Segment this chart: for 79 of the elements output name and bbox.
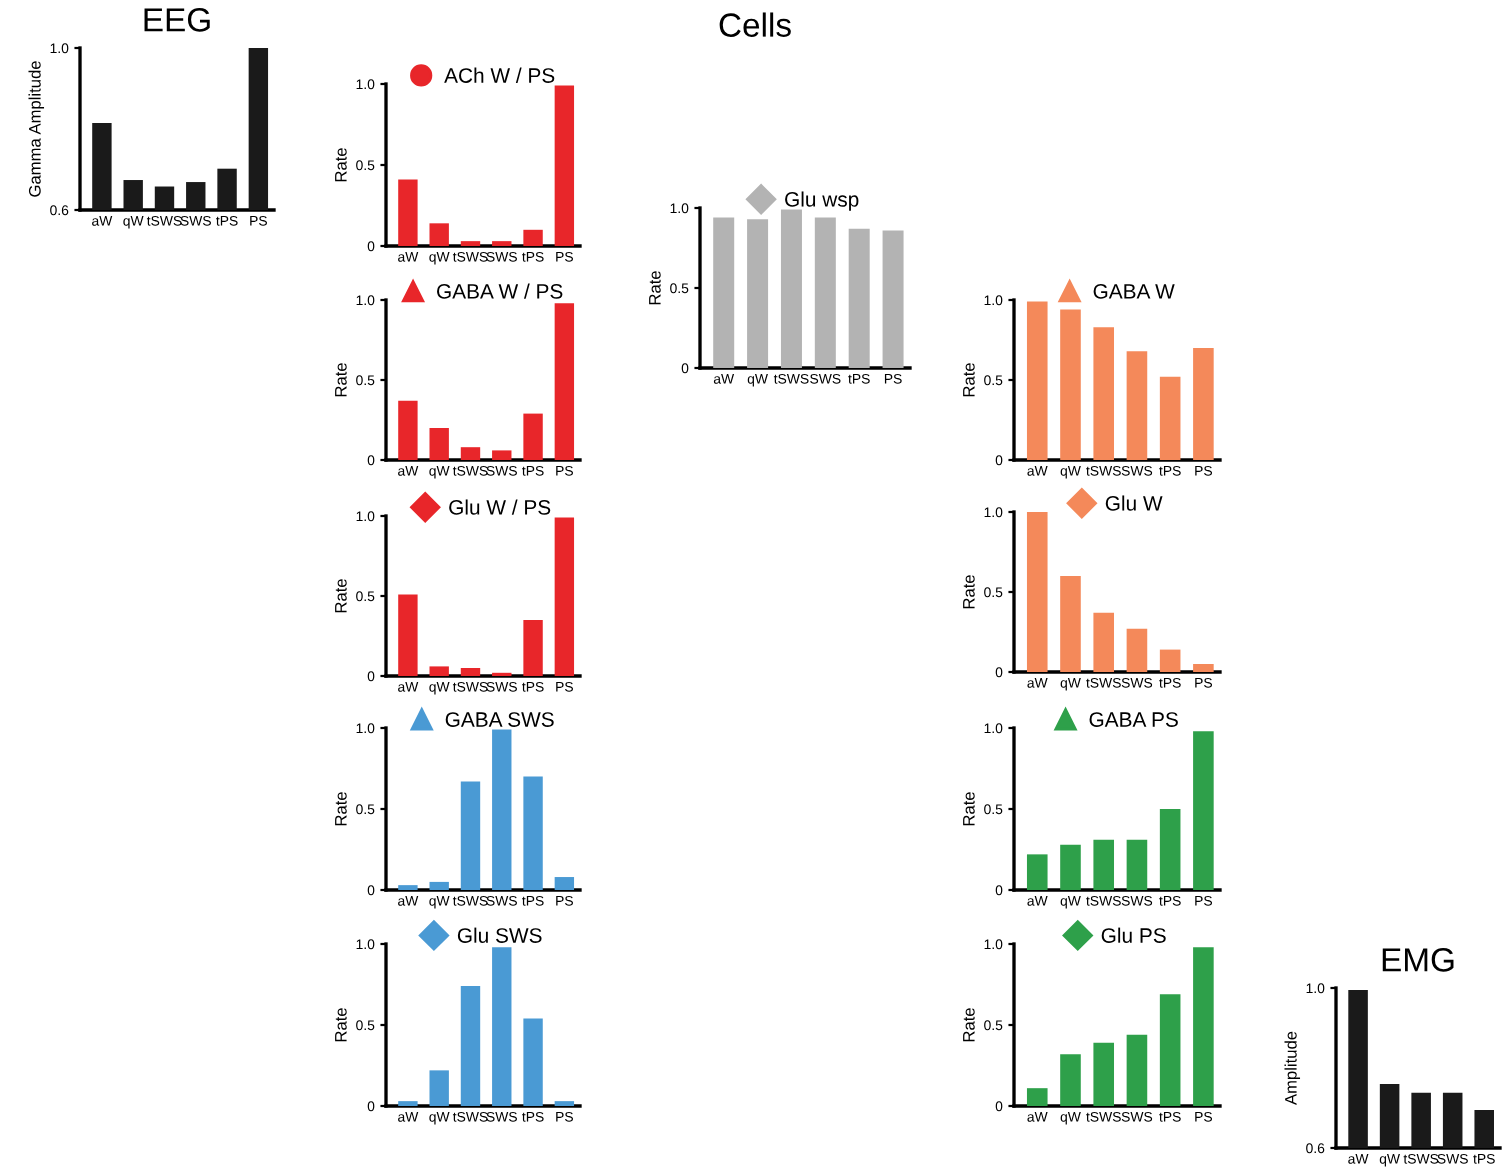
bar (1093, 1042, 1115, 1106)
bar (1159, 809, 1181, 890)
bar (429, 223, 449, 246)
bar (1093, 327, 1115, 460)
bar (492, 450, 512, 460)
bar (1060, 844, 1081, 890)
bar (554, 85, 575, 246)
bar (523, 776, 543, 890)
bar (1126, 839, 1148, 890)
bar (523, 413, 543, 460)
bar (1093, 612, 1115, 672)
bar (1060, 309, 1081, 460)
bar (713, 217, 735, 368)
y-axis-title: Amplitude (1284, 1031, 1301, 1106)
y-axis-title: Gamma Amplitude (28, 61, 45, 197)
bar (523, 1018, 543, 1106)
bar (398, 594, 418, 676)
legend-label: GABA SWS (445, 712, 554, 727)
bar (398, 179, 418, 246)
bar (1193, 348, 1214, 460)
y-axis-title: Rate (963, 363, 975, 397)
legend-label: Glu W / PS (449, 499, 551, 515)
bar (554, 877, 575, 890)
bar (814, 217, 836, 368)
bar (1193, 947, 1214, 1106)
y-axis-title: Rate (649, 271, 661, 305)
bar (492, 947, 512, 1106)
bar (882, 230, 904, 368)
text: Cells (719, 12, 791, 37)
legend-label: Glu W (1105, 495, 1163, 511)
bar (848, 228, 870, 368)
bar (429, 1070, 449, 1106)
y-axis-title: Rate (335, 579, 347, 613)
bar (1193, 664, 1214, 672)
legend-label: Glu PS (1101, 927, 1166, 943)
y-axis-title: Rate (335, 148, 347, 182)
bar (460, 447, 481, 460)
bar (1126, 1034, 1148, 1106)
bar (747, 219, 769, 368)
y-axis-title: Rate (335, 1008, 347, 1042)
bar (1026, 854, 1048, 890)
bar (1060, 576, 1081, 672)
legend-label: GABA W / PS (437, 283, 563, 299)
bar (1159, 649, 1181, 672)
bar (1193, 731, 1214, 890)
bar (554, 303, 575, 460)
chart-title: EMG (1382, 948, 1454, 972)
bar (1026, 1088, 1048, 1106)
bar (460, 986, 481, 1106)
bar (398, 400, 418, 460)
bar (1159, 376, 1181, 460)
bar (429, 881, 449, 890)
y-axis-title: Rate (335, 792, 347, 826)
bar (429, 666, 449, 676)
legend-label: ACh W / PS (444, 67, 555, 83)
legend-label: GABA W (1093, 284, 1175, 299)
bar (492, 729, 512, 890)
bar (460, 781, 481, 890)
bar (523, 620, 543, 676)
bar (780, 209, 802, 368)
bar (460, 668, 481, 676)
bar (1093, 839, 1115, 890)
bar (523, 229, 543, 246)
y-axis-title: Rate (963, 792, 975, 826)
bar (429, 428, 449, 460)
bar (554, 517, 575, 676)
legend-label: Glu wsp (785, 191, 859, 211)
legend-label: GABA PS (1089, 712, 1178, 727)
bar (1026, 512, 1048, 672)
chart-title: EEG (144, 8, 210, 32)
bar (1159, 994, 1181, 1106)
bar (1060, 1054, 1081, 1106)
y-axis-title: Rate (963, 575, 975, 609)
bar (1026, 301, 1048, 460)
bar (1126, 628, 1148, 672)
bar (1126, 351, 1148, 460)
y-axis-title: Rate (335, 363, 347, 397)
legend-label: Glu SWS (457, 927, 542, 943)
y-axis-title: Rate (963, 1008, 975, 1042)
